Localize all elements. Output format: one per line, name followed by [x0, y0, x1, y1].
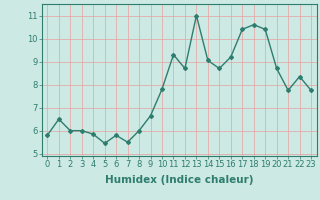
X-axis label: Humidex (Indice chaleur): Humidex (Indice chaleur) — [105, 175, 253, 185]
